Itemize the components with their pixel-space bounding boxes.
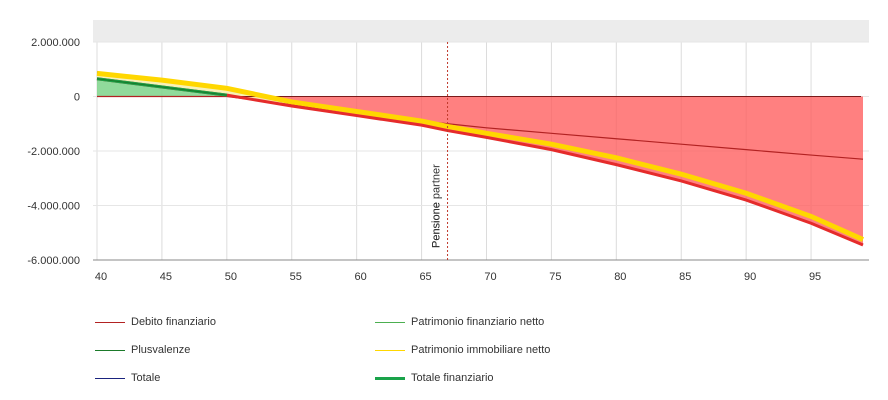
legend-item-plusvalenze[interactable]: Plusvalenze — [95, 344, 190, 356]
legend-swatch — [375, 321, 405, 323]
series-line-totale-finanziario — [96, 77, 864, 247]
legend-swatch — [375, 349, 405, 351]
retirement-marker-label: Pensione — [431, 202, 443, 248]
legend-label: Totale — [131, 372, 161, 384]
negative-area — [234, 96, 863, 246]
series-line-patrimonio-immobiliare-netto — [96, 70, 865, 242]
x-tick-label: 80 — [614, 271, 626, 283]
y-tick-label: -6.000.000 — [27, 255, 80, 267]
legend-label: Totale finanziario — [411, 372, 494, 384]
plot-header-band — [93, 20, 869, 42]
retirement-marker-label: Pensione partner — [431, 164, 443, 248]
chart-canvas: 40 45 50 55 60 65 70 75 80 85 90 95 2.000.000 0 -2.000… — [27, 20, 869, 283]
x-tick-label: 45 — [160, 271, 172, 283]
x-tick-label: 65 — [419, 271, 431, 283]
x-tick-label: 90 — [744, 271, 756, 283]
legend-label: Plusvalenze — [131, 344, 191, 356]
legend-label: Patrimonio finanziario netto — [411, 316, 545, 328]
x-tick-label: 60 — [355, 271, 367, 283]
legend-item-totale-finanziario[interactable]: Totale finanziario — [375, 372, 494, 384]
x-tick-label: 95 — [809, 271, 821, 283]
legend-item-debito-finanziario[interactable]: Debito finanziario — [95, 316, 216, 328]
x-tick-label: 40 — [95, 271, 107, 283]
legend: Debito finanziario Patrimonio finanziari… — [0, 300, 888, 400]
x-tick-label: 70 — [484, 271, 496, 283]
legend-item-patrimonio-immobiliare-netto[interactable]: Patrimonio immobiliare netto — [375, 344, 550, 356]
legend-swatch — [95, 377, 125, 379]
legend-item-totale[interactable]: Totale — [95, 372, 160, 384]
x-tick-label: 50 — [225, 271, 237, 283]
y-tick-label: 0 — [74, 92, 80, 104]
x-tick-label: 55 — [290, 271, 302, 283]
legend-label: Debito finanziario — [131, 316, 216, 328]
legend-swatch — [375, 376, 405, 380]
legend-swatch — [95, 321, 125, 323]
series-line-plusvalenze — [96, 78, 227, 96]
x-tick-label: 85 — [679, 271, 691, 283]
legend-item-patrimonio-finanziario-netto[interactable]: Patrimonio finanziario netto — [375, 316, 544, 328]
y-tick-label: 2.000.000 — [31, 37, 80, 49]
legend-swatch — [95, 349, 125, 351]
y-tick-label: -4.000.000 — [27, 201, 80, 213]
y-tick-label: -2.000.000 — [27, 146, 80, 158]
x-tick-label: 75 — [549, 271, 561, 283]
legend-label: Patrimonio immobiliare netto — [411, 344, 551, 356]
